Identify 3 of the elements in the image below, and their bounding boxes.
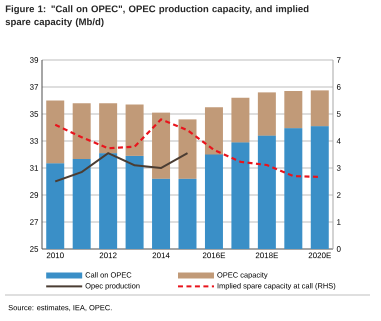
line-series xyxy=(54,118,321,178)
chart-title: Figure 1: "Call on OPEC", OPEC production capacity, and implied spare capacity (Mb/d) xyxy=(6,5,308,28)
line-series xyxy=(54,152,189,182)
